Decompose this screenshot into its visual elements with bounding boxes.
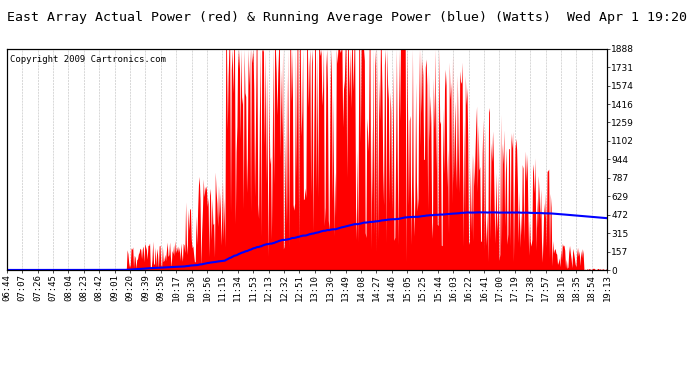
Text: Copyright 2009 Cartronics.com: Copyright 2009 Cartronics.com (10, 56, 166, 64)
Text: East Array Actual Power (red) & Running Average Power (blue) (Watts)  Wed Apr 1 : East Array Actual Power (red) & Running … (7, 11, 687, 24)
